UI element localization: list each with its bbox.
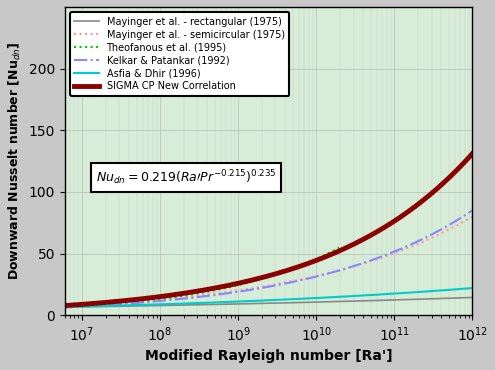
- Line: Kelkar & Patankar (1992): Kelkar & Patankar (1992): [65, 211, 472, 307]
- Mayinger et al. - rectangular (1975): [282, 301, 288, 305]
- SIGMA CP New Correlation: [258, 276, 264, 280]
- SIGMA CP New Correlation: [460, 162, 466, 166]
- SIGMA CP New Correlation: [62, 303, 68, 308]
- Theofanous et al. (1995): [277, 271, 283, 276]
- Mayinger et al. - rectangular (1975): [304, 300, 310, 305]
- Asfia & Dhir (1996): [460, 287, 466, 291]
- Mayinger et al. - semicircular (1975): [282, 280, 288, 285]
- Line: SIGMA CP New Correlation: SIGMA CP New Correlation: [65, 154, 472, 306]
- Kelkar & Patankar (1992): [258, 286, 264, 290]
- SIGMA CP New Correlation: [469, 151, 475, 156]
- Mayinger et al. - semicircular (1975): [255, 285, 261, 290]
- Mayinger et al. - rectangular (1975): [396, 297, 402, 302]
- Y-axis label: Downward Nusselt number [Nu$_{dn}$]: Downward Nusselt number [Nu$_{dn}$]: [7, 42, 23, 280]
- Mayinger et al. - semicircular (1975): [304, 276, 310, 280]
- Line: Asfia & Dhir (1996): Asfia & Dhir (1996): [65, 288, 472, 307]
- Mayinger et al. - semicircular (1975): [460, 220, 466, 225]
- Mayinger et al. - semicircular (1975): [396, 249, 402, 253]
- Line: Mayinger et al. - rectangular (1975): Mayinger et al. - rectangular (1975): [65, 297, 472, 307]
- Kelkar & Patankar (1992): [304, 276, 310, 281]
- Asfia & Dhir (1996): [62, 305, 68, 309]
- Legend: Mayinger et al. - rectangular (1975), Mayinger et al. - semicircular (1975), The: Mayinger et al. - rectangular (1975), Ma…: [70, 12, 290, 96]
- SIGMA CP New Correlation: [396, 216, 402, 220]
- SIGMA CP New Correlation: [255, 276, 261, 281]
- Kelkar & Patankar (1992): [396, 248, 402, 252]
- Asfia & Dhir (1996): [469, 286, 475, 290]
- Mayinger et al. - rectangular (1975): [258, 301, 264, 306]
- Text: $Nu_{dn}=0.219(Ra\prime Pr^{-0.215})^{0.235}$: $Nu_{dn}=0.219(Ra\prime Pr^{-0.215})^{0.…: [96, 168, 276, 187]
- Kelkar & Patankar (1992): [62, 305, 68, 310]
- Mayinger et al. - rectangular (1975): [62, 305, 68, 309]
- Mayinger et al. - rectangular (1975): [460, 296, 466, 300]
- Asfia & Dhir (1996): [258, 298, 264, 303]
- Asfia & Dhir (1996): [255, 299, 261, 303]
- Mayinger et al. - semicircular (1975): [258, 285, 264, 289]
- SIGMA CP New Correlation: [304, 262, 310, 266]
- Theofanous et al. (1995): [62, 306, 68, 310]
- Theofanous et al. (1995): [336, 245, 342, 250]
- Mayinger et al. - rectangular (1975): [469, 295, 475, 300]
- Mayinger et al. - semicircular (1975): [62, 304, 68, 309]
- Kelkar & Patankar (1992): [282, 281, 288, 286]
- Line: Theofanous et al. (1995): Theofanous et al. (1995): [65, 248, 339, 308]
- Theofanous et al. (1995): [147, 298, 152, 303]
- Theofanous et al. (1995): [271, 273, 277, 278]
- Line: Mayinger et al. - semicircular (1975): Mayinger et al. - semicircular (1975): [65, 217, 472, 306]
- Asfia & Dhir (1996): [396, 291, 402, 296]
- Asfia & Dhir (1996): [304, 296, 310, 301]
- Theofanous et al. (1995): [67, 305, 73, 310]
- Theofanous et al. (1995): [280, 270, 286, 275]
- Kelkar & Patankar (1992): [255, 286, 261, 291]
- Kelkar & Patankar (1992): [469, 208, 475, 213]
- SIGMA CP New Correlation: [282, 269, 288, 273]
- X-axis label: Modified Rayleigh number [Ra']: Modified Rayleigh number [Ra']: [145, 349, 393, 363]
- Kelkar & Patankar (1992): [460, 215, 466, 219]
- Theofanous et al. (1995): [213, 288, 219, 292]
- Asfia & Dhir (1996): [282, 297, 288, 302]
- Mayinger et al. - rectangular (1975): [255, 301, 261, 306]
- Mayinger et al. - semicircular (1975): [469, 215, 475, 219]
